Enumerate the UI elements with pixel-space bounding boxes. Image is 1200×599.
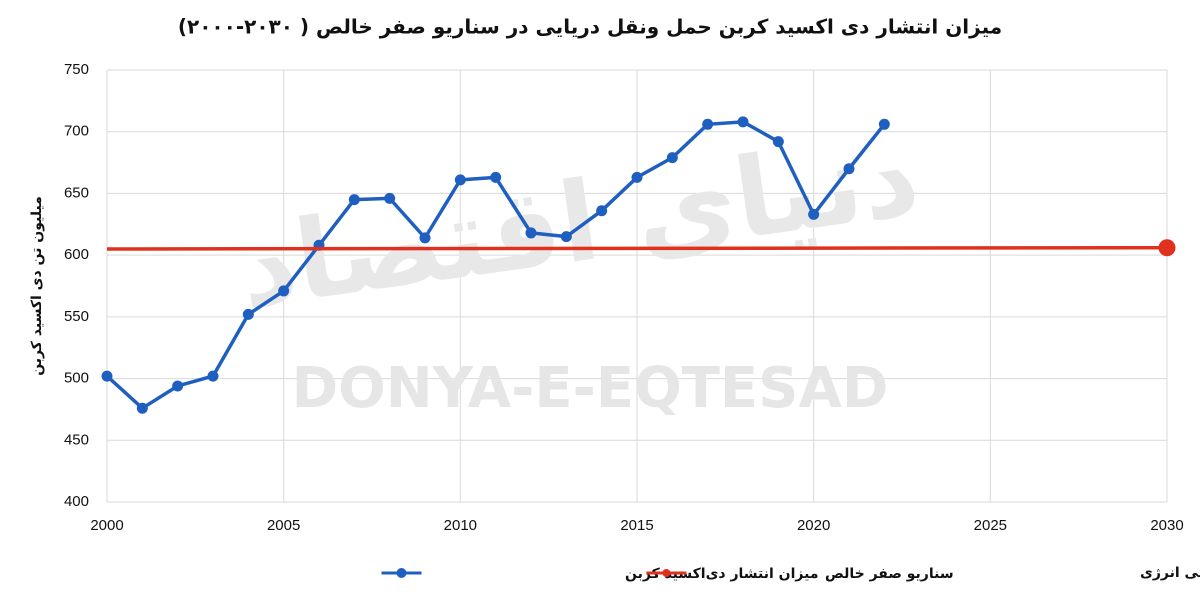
marker [631, 171, 643, 183]
x-tick-label: 2020 [797, 517, 830, 534]
y-tick-label: 550 [64, 308, 89, 325]
marker [207, 370, 219, 382]
watermark: DONYA-E-EQTESAD [292, 356, 889, 421]
legend-label: میزان انتشار دی‌اکسید کربن [625, 566, 819, 582]
marker [136, 402, 148, 414]
x-tick-label: 2015 [620, 517, 653, 534]
marker [702, 118, 714, 130]
y-tick-label: 700 [64, 123, 89, 140]
legend-label: سناریو صفر خالص [825, 566, 954, 582]
marker [172, 380, 184, 392]
y-tick-label: 400 [64, 493, 89, 510]
marker [384, 192, 396, 204]
source: ماخذ داده: آژانس بین المللی انرژی [1140, 563, 1200, 581]
marker [666, 152, 678, 164]
marker [278, 285, 290, 297]
x-tick-label: 2025 [974, 517, 1007, 534]
y-tick-label: 650 [64, 184, 89, 201]
marker [101, 370, 113, 382]
marker [348, 194, 360, 206]
marker [454, 174, 466, 186]
marker [490, 171, 502, 183]
x-tick-label: 2000 [90, 517, 123, 534]
y-axis-label: میلیون تن دی اکسید کربن [29, 196, 45, 376]
x-tick-label: 2005 [267, 517, 300, 534]
y-tick-label: 600 [64, 246, 89, 263]
legend-swatch [662, 569, 671, 577]
x-tick-label: 2030 [1150, 517, 1183, 534]
marker [596, 205, 608, 217]
line [106, 245, 1168, 251]
marker [808, 208, 820, 220]
x-tick-label: 2010 [444, 517, 477, 534]
y-tick-label: 750 [64, 61, 89, 78]
y-tick-label: 450 [64, 431, 89, 448]
marker [737, 116, 749, 128]
marker [772, 136, 784, 148]
y-tick-label: 500 [64, 370, 89, 387]
chart-title: میزان انتشار دی اکسید کربن حمل ونقل دریا… [178, 15, 1002, 39]
marker [419, 232, 431, 244]
legend-swatch [396, 568, 407, 578]
marker [525, 227, 537, 239]
marker [878, 118, 890, 130]
marker [242, 308, 254, 320]
marker [1158, 239, 1176, 257]
marker [843, 163, 855, 175]
marker [560, 231, 572, 243]
